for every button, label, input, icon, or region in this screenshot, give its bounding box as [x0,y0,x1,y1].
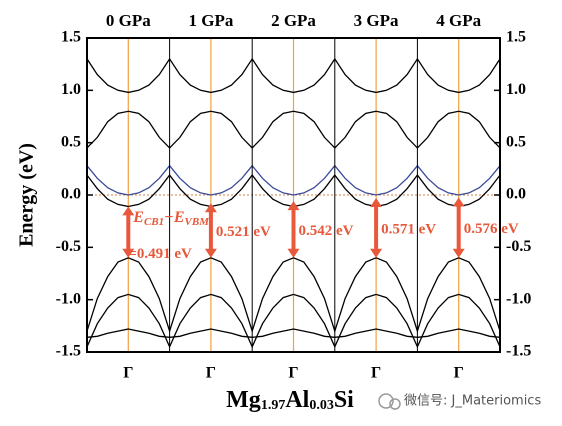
gap-label: 0.521 eV [216,224,271,240]
x-tick-label: Γ [288,365,298,382]
band-line [87,110,500,149]
gap-label: 0.542 eV [299,223,354,239]
arrow-head [452,197,465,207]
formula-sub: CB1 [144,216,164,228]
formula-sub: VBM [185,216,211,228]
panel-title: 1 GPa [188,11,233,30]
y-axis-label: Energy (eV) [16,143,38,247]
gap-formula: ECB1−EVBM [132,209,210,228]
formula-part: E [132,209,144,226]
band-line [87,57,500,94]
label-part: Al [285,387,309,413]
y2-tick-label: 1.5 [506,29,526,46]
y-tick-label: -0.5 [56,238,81,255]
panel-title: 0 GPa [106,11,151,30]
y2-tick-label: -1.5 [506,343,531,360]
arrow-head [370,198,383,208]
watermark: 微信号: J_Materiomics [404,394,541,409]
y-tick-label: 1.0 [61,81,81,98]
arrow-head [287,248,300,258]
y2-tick-label: -0.5 [506,238,531,255]
x-axis-label: Mg1.97Al0.03Si [226,387,354,414]
y2-tick-label: 0.0 [506,186,526,203]
band-line [87,293,500,349]
label-part: Si [334,387,354,413]
arrow-head [122,248,135,258]
x-tick-label: Γ [371,365,381,382]
y2-tick-label: -1.0 [506,290,531,307]
y-tick-label: 0.0 [61,186,81,203]
formula-part: −E [164,209,184,226]
watermark-icon [378,393,401,410]
x-tick-label: Γ [123,365,133,382]
y-tick-label: 0.5 [61,133,81,150]
band-line [87,328,500,338]
label-sub: 0.03 [309,398,334,413]
label-sub: 1.97 [261,398,286,413]
y-tick-label: -1.0 [56,290,81,307]
arrow-head [452,248,465,258]
y2-tick-label: 0.5 [506,133,526,150]
x-tick-label: Γ [206,365,216,382]
y2-tick-label: 1.0 [506,81,526,98]
panel-title: 3 GPa [354,11,399,30]
panel-title: 4 GPa [436,11,481,30]
y-tick-label: -1.5 [56,343,81,360]
x-tick-label: Γ [454,365,464,382]
arrow-head [370,248,383,258]
panel-title: 2 GPa [271,11,316,30]
label-part: Mg [226,387,261,413]
arrow-head [287,201,300,211]
arrow-head [122,206,135,216]
arrow-head [204,248,217,258]
plot-area [87,38,500,352]
arrow-head [204,203,217,213]
y-tick-label: 1.5 [61,29,81,46]
band-line [87,164,500,196]
gap-label: 0.576 eV [464,221,519,237]
gap-label: =0.491 eV [128,246,192,262]
gap-label: 0.571 eV [381,221,436,237]
